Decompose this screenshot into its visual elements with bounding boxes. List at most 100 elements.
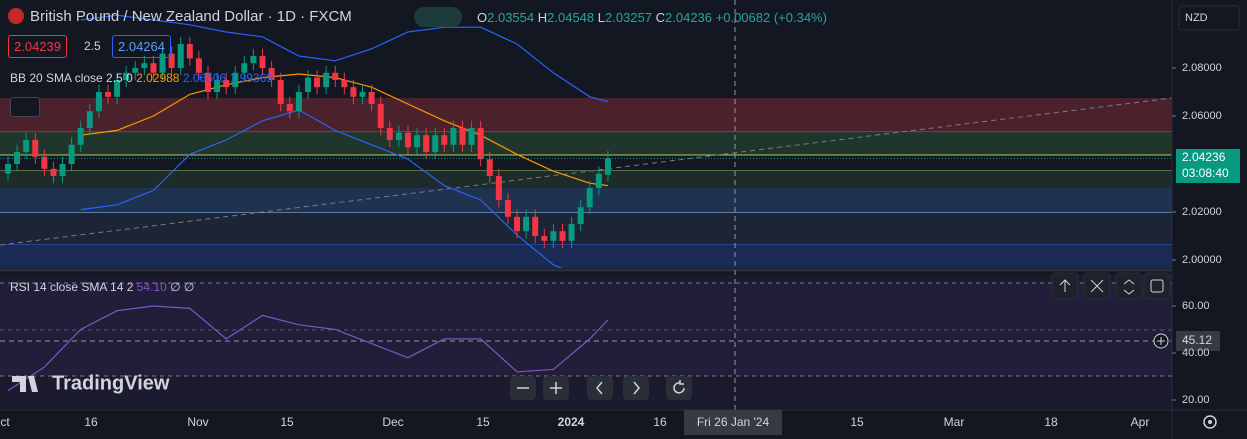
crosshair-date-box <box>684 410 782 435</box>
candle-body <box>523 216 530 232</box>
ohlc: O2.03554 H2.04548 L2.03257 C2.04236 +0.0… <box>477 10 827 25</box>
candle-body <box>314 77 321 88</box>
candle-body <box>50 168 57 177</box>
bb-lower <box>80 109 564 268</box>
candle-body <box>577 207 584 225</box>
candle-body <box>395 132 402 141</box>
candle-body <box>259 55 266 68</box>
candle-body <box>359 91 366 97</box>
l-label: L <box>597 10 605 25</box>
rsi-legend: RSI 14 close SMA 14 2 54.10 ∅ ∅ <box>10 280 194 294</box>
y-tick-label: 2.08000 <box>1182 62 1222 74</box>
candle-body <box>414 135 421 148</box>
candle-body <box>432 135 439 153</box>
candle-body <box>595 173 602 189</box>
spread: 2.5 <box>84 39 101 53</box>
drawings <box>0 97 1172 268</box>
candle-body <box>504 200 511 217</box>
candle-body <box>377 103 384 128</box>
o-label: O <box>477 10 488 25</box>
x-tick-label: Apr <box>1131 415 1150 429</box>
candle-body <box>277 79 284 104</box>
c-label: C <box>655 10 666 25</box>
candle-body <box>186 43 193 59</box>
rsi-lines <box>7 305 609 392</box>
candle-body <box>204 72 211 92</box>
candle-body <box>268 67 275 80</box>
candle-body <box>386 127 393 141</box>
candle-body <box>459 127 466 145</box>
candle-body <box>123 72 130 80</box>
x-tick-label: Nov <box>187 415 208 429</box>
candle-body <box>104 91 111 97</box>
c: 2.04236 <box>665 10 713 25</box>
logo <box>12 376 38 392</box>
rsi-crosshair-value: 45.12 <box>1182 333 1212 347</box>
candle-body <box>159 53 166 73</box>
rsi-tick-label: 60.00 <box>1182 300 1210 312</box>
candle-body <box>168 53 175 68</box>
currency-box[interactable] <box>1178 5 1240 31</box>
x-tick-label: 2024 <box>558 415 585 429</box>
candle-body <box>441 135 448 145</box>
candle-body <box>559 231 566 241</box>
candle-body <box>86 111 93 128</box>
o: 2.03554 <box>487 10 535 25</box>
bb-lower: 1.99369 <box>229 71 273 85</box>
rsi-label: RSI 14 close SMA 14 2 <box>10 280 134 294</box>
candle-body <box>250 55 257 64</box>
h-label: H <box>537 10 548 25</box>
bb-legend: BB 20 SMA close 2.5 0 2.02988 2.06606 1.… <box>10 71 273 85</box>
candle-body <box>532 216 539 237</box>
buy-button[interactable]: 2.04264 <box>112 35 171 58</box>
collapse-button[interactable] <box>10 97 40 117</box>
candle-body <box>323 72 330 88</box>
currency[interactable]: NZD <box>1185 12 1208 24</box>
crosshair-date: Fri 26 Jan '24 <box>697 415 770 429</box>
x-tick-label: Dec <box>382 415 403 429</box>
x-tick-label: ct <box>0 415 10 429</box>
candle-body <box>332 72 339 80</box>
candle-body <box>223 79 230 88</box>
crosshair-add[interactable] <box>1153 333 1169 349</box>
candle-body <box>477 127 484 160</box>
candle-body <box>295 91 302 112</box>
candle-body <box>41 156 48 169</box>
brand: TradingView <box>52 372 170 394</box>
candle-body <box>14 152 21 165</box>
bb-basis: 2.02988 <box>136 71 180 85</box>
candle-body <box>32 140 39 157</box>
settings-icon[interactable] <box>1203 415 1217 429</box>
bb-upper: 2.06606 <box>182 71 227 85</box>
change: +0.00682 (+0.34%) <box>715 10 827 25</box>
candle-body <box>177 43 184 68</box>
candle-body <box>341 79 348 88</box>
y-tick-label: 2.06000 <box>1182 110 1222 122</box>
candle-body <box>495 176 502 201</box>
x-tick-label: 15 <box>280 415 294 429</box>
candle-body <box>214 79 221 92</box>
zoom-buttons[interactable] <box>510 376 692 400</box>
candle-body <box>541 236 548 241</box>
market-status[interactable] <box>414 7 462 27</box>
candle-body <box>368 91 375 104</box>
symbol[interactable]: British Pound / New Zealand Dollar · 1D … <box>8 8 352 25</box>
pane-buttons[interactable] <box>1051 272 1171 300</box>
rsi-crosshair-box <box>1176 331 1220 351</box>
candle-body <box>59 164 66 177</box>
candle-body <box>141 63 148 68</box>
candle-body <box>5 164 11 174</box>
candle-body <box>232 72 239 88</box>
x-tick-label: Mar <box>944 415 965 429</box>
bb-upper <box>80 14 609 103</box>
candle-body <box>568 224 575 241</box>
candle-body <box>77 127 84 145</box>
candle-body <box>68 144 75 165</box>
candle-body <box>114 79 121 97</box>
series <box>5 14 611 392</box>
candle-body <box>514 216 521 232</box>
candle-body <box>423 135 430 153</box>
sell-button[interactable]: 2.04239 <box>8 35 67 58</box>
